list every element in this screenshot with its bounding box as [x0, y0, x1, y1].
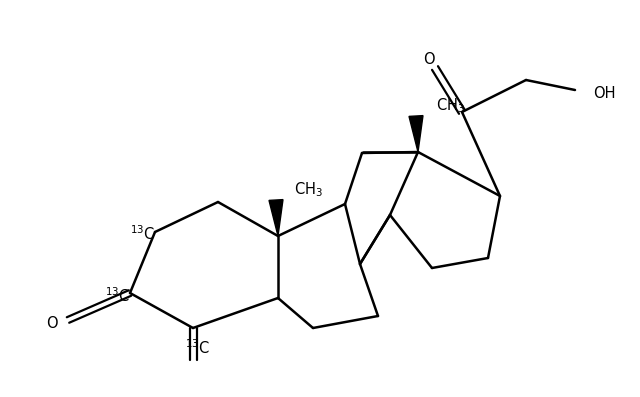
Polygon shape: [409, 116, 423, 152]
Text: OH: OH: [593, 85, 616, 100]
Text: O: O: [46, 316, 58, 330]
Text: $^{13}$C: $^{13}$C: [106, 287, 131, 305]
Text: CH$_3$: CH$_3$: [436, 96, 465, 116]
Text: CH$_3$: CH$_3$: [294, 181, 323, 199]
Text: O: O: [423, 52, 435, 67]
Text: $^{13}$C: $^{13}$C: [131, 225, 156, 243]
Text: $^{13}$C: $^{13}$C: [186, 339, 211, 357]
Polygon shape: [269, 200, 283, 236]
